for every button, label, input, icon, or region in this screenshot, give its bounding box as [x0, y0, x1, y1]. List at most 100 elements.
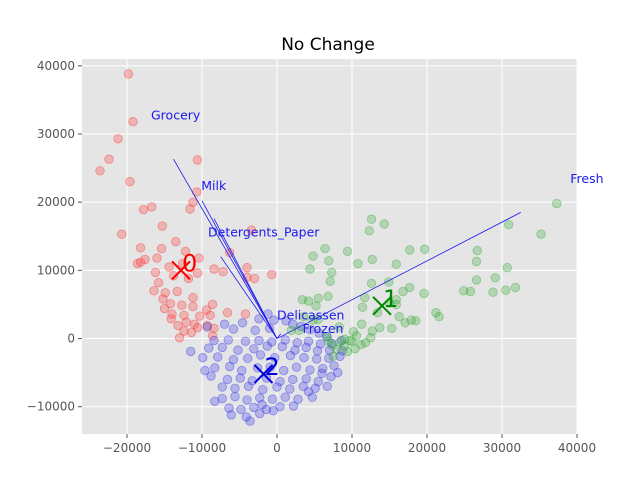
cluster-1-point [217, 342, 227, 353]
cluster-1-point [279, 365, 289, 376]
cluster-1-point [303, 336, 314, 346]
cluster-1-point [206, 371, 216, 381]
cluster-1-point [262, 341, 272, 351]
points-layer [95, 69, 562, 426]
cluster-2-point [351, 331, 362, 341]
cluster-1-point [324, 353, 334, 364]
cluster-0-point [186, 327, 197, 338]
x-tick-label: 20000 [408, 441, 446, 455]
cluster-2-point [308, 251, 318, 261]
cluster-2-point [324, 336, 334, 346]
feature-vector-detergents-paper [213, 218, 278, 339]
cluster-2-point [434, 312, 444, 322]
cluster-0-point [123, 69, 134, 79]
cluster-1-point [317, 368, 327, 379]
cluster-2-point [501, 285, 511, 295]
cluster-1-point [291, 362, 302, 372]
cluster-0-point [173, 320, 183, 331]
cluster-1-point [333, 367, 343, 378]
cluster-0-point [202, 320, 212, 331]
cluster-1-point [312, 346, 323, 356]
cluster-1-point [236, 404, 246, 415]
cluster-2-point [305, 264, 315, 274]
cluster-2-point [324, 256, 334, 266]
cluster-0-point [164, 262, 174, 272]
cluster-1-point [210, 363, 220, 373]
cluster-0-point [135, 257, 146, 267]
feature-vector-delicassen [220, 256, 278, 339]
cluster-2-point [322, 331, 332, 342]
cluster-1-point [281, 316, 291, 326]
feature-label-grocery: Grocery [151, 108, 201, 123]
cluster-0-point [153, 277, 164, 288]
cluster-0-point [95, 166, 105, 176]
cluster-1-point [254, 314, 264, 324]
cluster-1-point [321, 331, 332, 342]
cluster-1-point [250, 325, 260, 336]
cluster-2-point [465, 286, 476, 297]
cluster-1-point [255, 408, 265, 419]
cluster-1-point [280, 392, 290, 402]
feature-vectors-layer: Grocery Milk Detergents_Paper Fresh Delicass… [151, 108, 604, 339]
cluster-2-point [406, 315, 416, 325]
cluster-0-point [177, 300, 187, 310]
cluster-2-point [372, 307, 383, 318]
x-tick-label: −10000 [178, 441, 226, 455]
chart-title: No Change [281, 35, 375, 55]
feature-label-milk: Milk [201, 178, 227, 193]
cluster-0-point [249, 273, 260, 284]
cluster-2-point [471, 256, 482, 267]
cluster-2-point [357, 302, 368, 312]
cluster-2-point [297, 294, 308, 305]
cluster-1-point [223, 335, 233, 345]
centroid-1-label: 1 [383, 285, 398, 313]
cluster-1-point [243, 353, 253, 364]
cluster-0-point [201, 305, 212, 315]
tick-layer: −20000 −10000 0 10000 20000 30000 40000 −10000 0… [27, 59, 596, 455]
cluster-0-point [132, 258, 143, 269]
cluster-2-point [379, 219, 389, 229]
cluster-2-point [334, 322, 344, 332]
cluster-0-point [157, 221, 167, 231]
cluster-1-point [241, 412, 251, 422]
cluster-0-point [207, 331, 218, 341]
cluster-0-point [135, 243, 146, 253]
centroid-1-marker [372, 296, 392, 316]
cluster-1-point [326, 372, 336, 382]
cluster-1-point [268, 406, 278, 416]
cluster-1-point [233, 345, 243, 355]
cluster-2-point [335, 337, 345, 347]
cluster-2-point [472, 245, 482, 256]
cluster-1-point [213, 352, 223, 362]
cluster-1-point [217, 393, 227, 404]
centroid-0-label: 0 [182, 249, 197, 277]
cluster-1-point [217, 382, 227, 392]
cluster-0-point [152, 253, 162, 263]
cluster-0-point [150, 267, 161, 278]
cluster-0-point [192, 268, 203, 278]
cluster-1-point [261, 404, 272, 415]
cluster-2-point [350, 344, 360, 354]
cluster-0-point [188, 292, 198, 303]
cluster-1-point [255, 393, 265, 403]
cluster-1-point [324, 345, 335, 355]
cluster-2-point [391, 259, 401, 269]
cluster-0-point [192, 155, 203, 165]
cluster-2-point [360, 337, 371, 348]
x-tick-label: 30000 [483, 441, 521, 455]
grid-layer [82, 59, 578, 434]
cluster-2-point [332, 344, 342, 355]
centroid-layer: 0 1 2 [171, 249, 398, 384]
cluster-1-point [200, 365, 210, 376]
cluster-0-point [267, 269, 277, 280]
cluster-1-point [335, 351, 345, 361]
cluster-1-point [257, 399, 267, 410]
cluster-2-point [327, 267, 337, 278]
feature-vector-grocery [173, 159, 278, 339]
cluster-2-point [488, 287, 498, 297]
feature-label-fresh: Fresh [570, 171, 603, 186]
cluster-1-point [202, 322, 212, 332]
cluster-0-point [140, 254, 150, 265]
cluster-2-point [328, 351, 338, 361]
cluster-0-point [242, 262, 252, 273]
